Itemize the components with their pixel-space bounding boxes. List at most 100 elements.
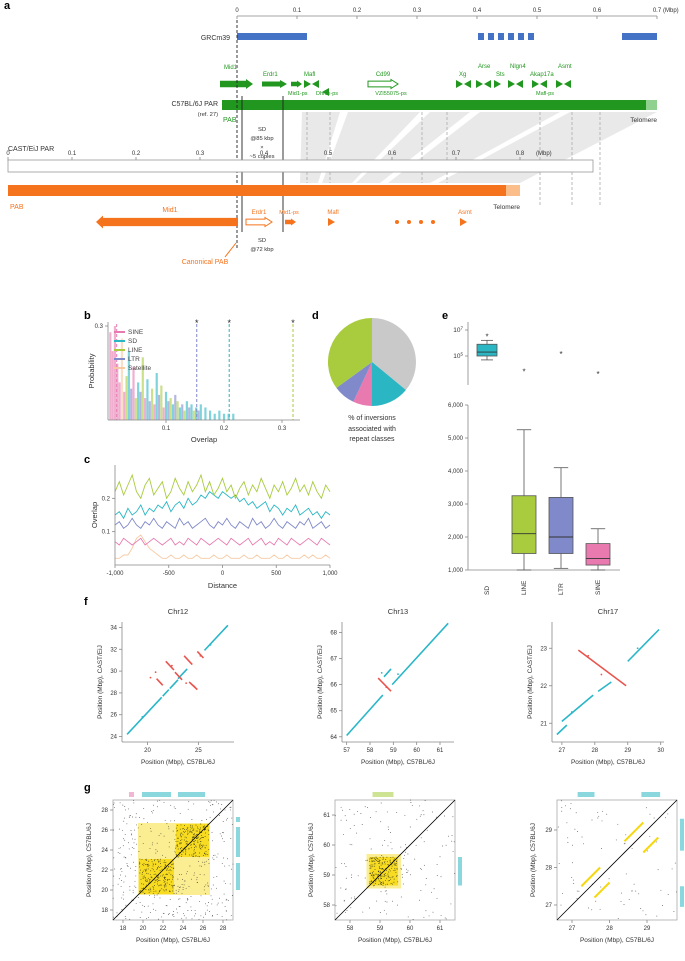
g-dot xyxy=(207,854,209,856)
g-dot xyxy=(198,918,200,920)
g-dot xyxy=(119,802,121,804)
g-dot xyxy=(159,884,161,886)
g-dot xyxy=(381,875,383,877)
g-dot xyxy=(163,835,165,837)
caption-line-3: repeat classes xyxy=(349,436,395,443)
g-dot xyxy=(155,879,157,881)
f-yticklabel: 67 xyxy=(330,657,337,663)
cast-gene-dot xyxy=(431,220,435,224)
g-dot xyxy=(156,842,158,844)
g-dot xyxy=(387,826,389,828)
g-dot xyxy=(194,844,195,846)
g-dot xyxy=(200,823,202,825)
g-dot xyxy=(389,880,390,881)
legend-row: LTR xyxy=(114,355,151,363)
gene-tri-Akap17a xyxy=(540,80,547,88)
g-dot xyxy=(208,833,210,835)
g-dot xyxy=(193,829,195,831)
g-dot xyxy=(165,865,167,867)
g-dot xyxy=(407,853,409,855)
g-main-diagonal xyxy=(112,799,234,921)
b-hist-bar xyxy=(176,401,179,420)
g-dot xyxy=(646,850,648,852)
g-dot xyxy=(601,820,603,822)
g-dot xyxy=(125,918,127,920)
g-dot xyxy=(566,822,568,824)
g-dot xyxy=(151,810,153,812)
f-yticklabel: 24 xyxy=(110,735,117,741)
g-dot xyxy=(191,836,193,838)
g-dot xyxy=(375,856,377,858)
g-dot xyxy=(383,876,385,878)
g-dot xyxy=(171,884,173,886)
f-alignment-red xyxy=(156,678,164,686)
g-dot xyxy=(172,914,174,915)
gene-tri-Nlgn4 xyxy=(516,80,523,88)
g-dot xyxy=(223,857,224,859)
g-dot xyxy=(199,844,201,846)
g-dot xyxy=(387,880,389,882)
g-dot xyxy=(631,847,633,849)
b-hist-bar xyxy=(197,410,200,420)
g-dot xyxy=(147,905,149,907)
e-bottom-yticklabel: 3,000 xyxy=(448,502,464,508)
g-dot xyxy=(407,870,409,872)
g-dot xyxy=(125,904,127,906)
g-dot xyxy=(156,894,158,896)
g-dot xyxy=(153,888,155,890)
g-dot xyxy=(148,864,150,866)
g-dot xyxy=(169,891,171,892)
g-dot xyxy=(674,862,676,864)
g-dot xyxy=(130,830,132,832)
g-dot xyxy=(400,896,402,898)
g-dot xyxy=(146,879,148,881)
g-dot xyxy=(196,836,198,838)
g-dot xyxy=(195,855,197,857)
g-dot xyxy=(213,799,215,801)
f-alignment-cyan xyxy=(169,679,179,690)
g-dot xyxy=(219,808,221,810)
g-dot xyxy=(142,891,144,893)
f-alignment-cyan xyxy=(556,724,568,736)
g-dot xyxy=(372,871,374,873)
g-dot xyxy=(145,859,147,861)
g-dot xyxy=(373,877,374,879)
g-dot xyxy=(180,848,182,850)
g-dot xyxy=(676,891,677,893)
g-dot xyxy=(444,917,446,919)
cast-par-bar-telomere-tip xyxy=(506,185,520,196)
g-dot xyxy=(159,799,161,801)
g-dot xyxy=(123,891,125,893)
g-dot xyxy=(186,837,188,839)
g-dot xyxy=(206,909,208,911)
g-dot xyxy=(221,832,223,834)
g-dot xyxy=(192,837,194,838)
cast-axis-ticklabel: 0.6 xyxy=(388,151,397,157)
g-dot xyxy=(199,848,201,850)
g-dot xyxy=(156,858,158,860)
g-dot xyxy=(199,846,201,848)
g-dot xyxy=(199,840,201,842)
g-dot xyxy=(156,850,158,852)
g-dot xyxy=(624,842,626,844)
g-dot xyxy=(154,885,155,887)
g-dot xyxy=(174,850,176,852)
g-main-diagonal xyxy=(556,799,678,921)
g-dot xyxy=(422,810,424,812)
g-dot xyxy=(137,827,139,829)
g-dot xyxy=(340,887,342,889)
g-dot xyxy=(410,802,412,803)
g-dot xyxy=(144,868,146,870)
g-dot xyxy=(122,838,124,840)
g-dot xyxy=(151,844,153,846)
gene-tri-Arse xyxy=(476,80,483,88)
g-dot xyxy=(154,881,156,883)
g-dot xyxy=(119,868,121,870)
g-dot xyxy=(565,805,566,807)
g-dot xyxy=(403,857,405,859)
g-dot xyxy=(570,808,571,810)
g-dot xyxy=(369,907,370,909)
g-dot xyxy=(163,884,165,886)
g-dot xyxy=(217,853,219,855)
g-dot xyxy=(383,873,385,875)
